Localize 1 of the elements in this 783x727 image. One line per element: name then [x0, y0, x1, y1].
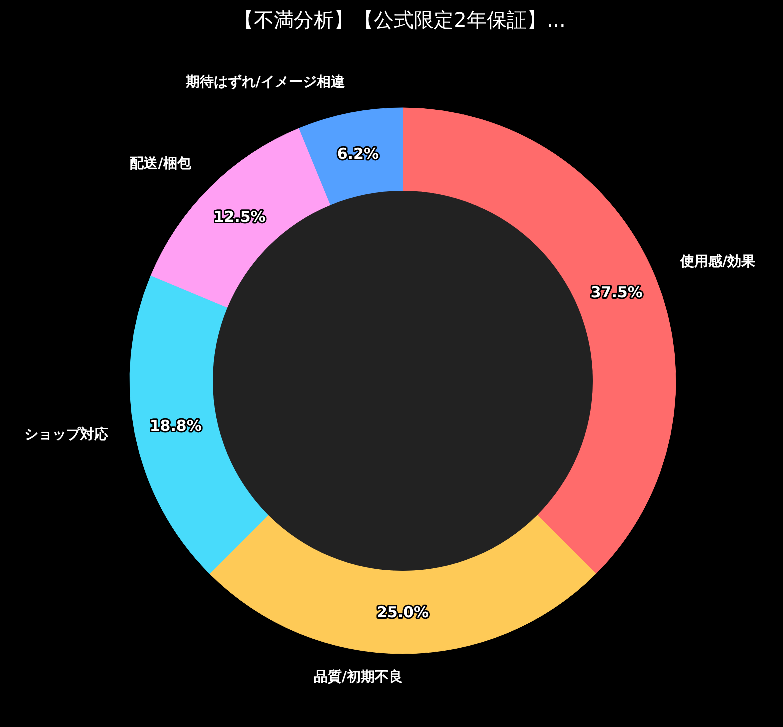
title: 【不満分析】【公式限定2年保証】...	[234, 8, 566, 32]
